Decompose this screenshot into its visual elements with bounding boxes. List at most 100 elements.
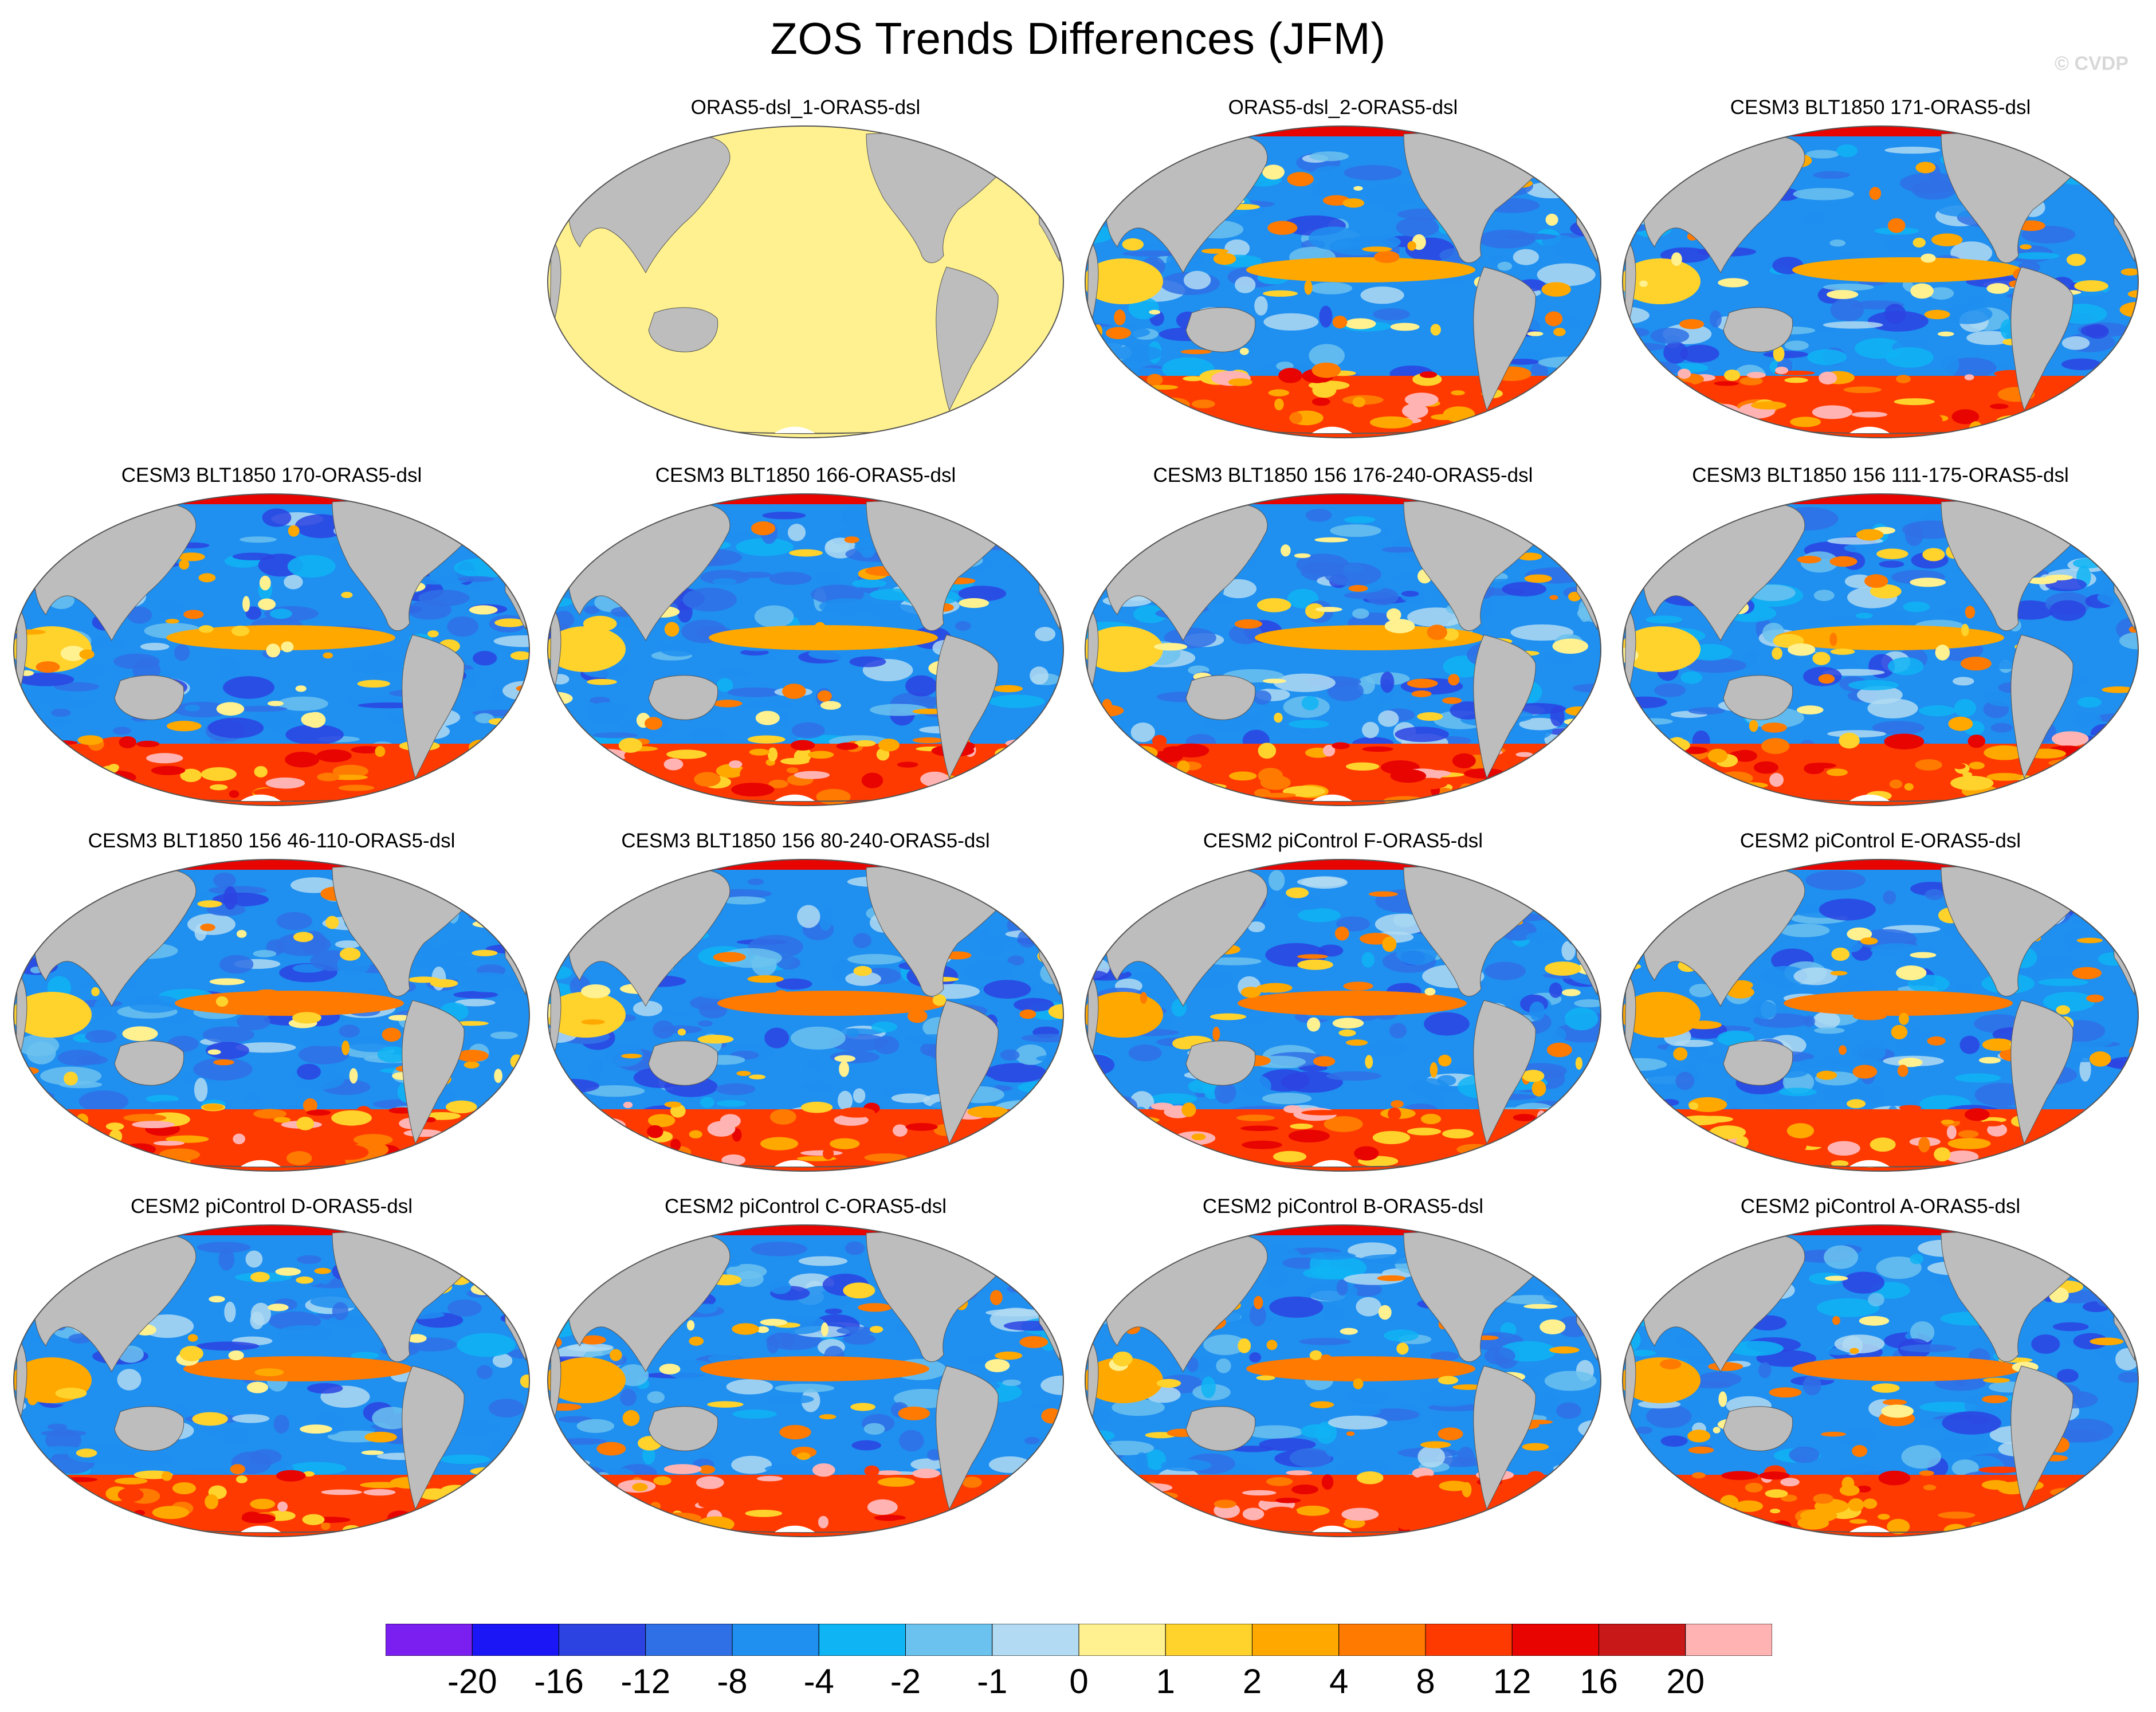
field-anomaly [1537,263,1596,286]
field-anomaly [25,1506,41,1518]
field-anomaly [2128,1152,2138,1157]
field-anomaly [468,912,500,921]
field-anomaly [631,1493,670,1502]
field-anomaly [555,790,598,797]
field-anomaly [1515,752,1533,757]
field-anomaly [717,678,733,692]
field-anomaly [1827,290,1859,299]
field-anomaly [1514,776,1542,783]
field-anomaly [296,1117,315,1130]
field-anomaly [1095,1110,1106,1125]
field-anomaly [1864,574,1888,588]
field-anomaly [1005,739,1042,748]
equatorial-anomaly [183,1356,413,1381]
field-anomaly [1158,1144,1198,1154]
map-panel: ORAS5-dsl_2-ORAS5-dsl [1083,96,1603,440]
land-mass [1185,675,1256,720]
field-anomaly [2048,759,2086,767]
field-anomaly [2102,686,2135,693]
field-anomaly [877,1477,915,1487]
field-anomaly [164,779,187,787]
field-anomaly [1180,349,1212,355]
field-anomaly [201,767,237,782]
field-anomaly [1020,1126,1054,1140]
field-anomaly [1713,1427,1721,1434]
land-mass [648,307,718,352]
land-mass [648,1040,718,1086]
field-anomaly [1824,1245,1859,1269]
field-anomaly [1356,1471,1384,1485]
field-anomaly [1122,1133,1136,1149]
field-anomaly [1312,179,1370,199]
field-anomaly [466,1119,517,1126]
field-anomaly [1958,1130,1979,1138]
field-anomaly [1623,395,1633,409]
field-anomaly [2119,794,2138,800]
field-anomaly [1843,386,1882,394]
field-anomaly [1927,1036,1946,1046]
field-anomaly [239,536,277,543]
field-anomaly [1934,1147,1951,1162]
field-anomaly [1205,1487,1217,1497]
field-anomaly [767,747,778,762]
field-anomaly [2084,1473,2112,1479]
field-anomaly [114,1477,148,1485]
field-anomaly [276,912,312,930]
field-anomaly [300,1424,332,1434]
colorbar-tick-label: -12 [621,1662,671,1701]
field-anomaly [548,1103,580,1126]
field-anomaly [2048,775,2076,790]
land-mass [936,266,999,411]
field-anomaly [17,673,74,686]
field-anomaly [1769,773,1784,787]
field-anomaly [146,753,183,764]
field-anomaly [1517,552,1542,561]
field-anomaly [548,1256,575,1275]
field-anomaly [1950,241,1993,265]
field-anomaly [470,1257,492,1278]
field-anomaly [1573,1142,1596,1159]
field-anomaly [1349,1389,1391,1404]
field-anomaly [1646,1404,1692,1428]
field-anomaly [1753,1001,1778,1019]
field-anomaly [1623,906,1653,918]
field-anomaly [2074,280,2108,292]
field-anomaly [17,1034,60,1057]
field-anomaly [1505,233,1557,240]
field-anomaly [1507,358,1539,365]
field-anomaly [1784,340,1809,351]
equatorial-anomaly [709,625,938,650]
field-anomaly [1386,608,1401,622]
field-anomaly [1102,373,1121,394]
field-anomaly [1663,341,1688,364]
field-anomaly [1407,1128,1442,1136]
field-anomaly [1946,1150,1979,1163]
field-anomaly [470,1255,513,1276]
field-anomaly [476,1365,493,1379]
field-anomaly [2086,994,2104,1003]
field-anomaly [494,1128,529,1137]
field-anomaly [166,1135,209,1143]
field-anomaly [766,1394,814,1404]
field-anomaly [293,932,314,943]
field-anomaly [1247,411,1290,425]
field-anomaly [1542,652,1573,663]
field-anomaly [731,1455,772,1474]
field-anomaly [1154,779,1183,787]
field-anomaly [21,755,46,762]
field-anomaly [88,1252,110,1261]
field-anomaly [1961,623,1969,637]
field-anomaly [1721,1471,1759,1481]
field-anomaly [1540,1319,1566,1334]
field-anomaly [520,1375,529,1388]
field-anomaly [2115,768,2138,773]
field-anomaly [61,1142,103,1149]
field-anomaly [1904,524,1923,546]
field-anomaly [1234,619,1262,629]
field-anomaly [1549,595,1558,600]
field-anomaly [1680,344,1719,363]
field-anomaly [2044,1146,2082,1161]
field-anomaly [1856,1485,1871,1493]
field-anomaly [1205,957,1262,965]
ocean-map [13,859,530,1172]
